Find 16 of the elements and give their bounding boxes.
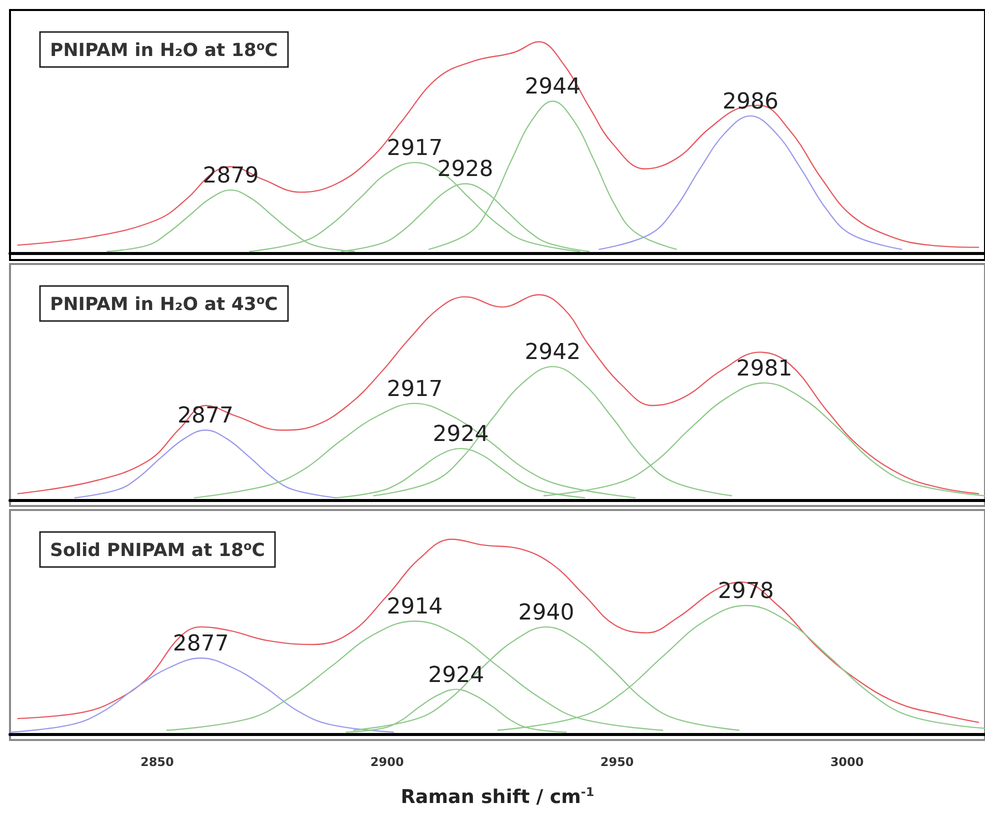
annotation: 2942 — [524, 340, 581, 366]
annotation: 2914 — [386, 594, 443, 620]
annotation: 2944 — [524, 74, 581, 100]
annotation: 2986 — [722, 89, 778, 114]
annotation: 2940 — [518, 600, 574, 626]
x-tick-label: 3000 — [830, 755, 864, 769]
annotation: 2924 — [432, 422, 489, 448]
annotation: 2924 — [428, 662, 484, 688]
x-tick-label: 2900 — [370, 755, 404, 769]
annotation: 2917 — [386, 376, 443, 402]
annotation: 2877 — [172, 632, 229, 657]
annotation: 2879 — [202, 164, 259, 189]
x-tick-label: 2850 — [140, 755, 174, 769]
annotation: 2928 — [437, 157, 494, 182]
x-tick-label: 2950 — [600, 755, 634, 769]
annotation: 2981 — [736, 356, 792, 382]
